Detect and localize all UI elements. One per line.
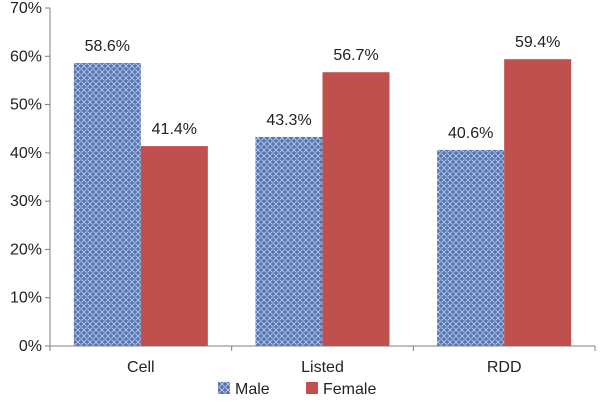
y-tick-label: 10% (10, 290, 42, 307)
y-tick-label: 60% (10, 48, 42, 65)
data-label-male-cell: 58.6% (85, 38, 130, 55)
bar-male-cell (73, 63, 141, 346)
bar-male-listed (255, 136, 323, 346)
data-label-female-rdd: 59.4% (515, 34, 560, 51)
data-labels-group: 58.6% 41.4% 43.3% 56.7% 40.6% 59.4% (85, 34, 561, 142)
legend-label-male: Male (235, 381, 270, 398)
y-tick-label: 0% (19, 338, 42, 355)
data-label-male-rdd: 40.6% (448, 125, 493, 142)
y-tick-label: 40% (10, 145, 42, 162)
y-tick-label: 30% (10, 193, 42, 210)
x-category-label: Cell (127, 359, 155, 376)
bar-female-rdd (504, 59, 572, 346)
x-category-label: RDD (487, 359, 522, 376)
data-label-female-cell: 41.4% (152, 121, 197, 138)
legend: Male Female (218, 381, 376, 398)
y-tick-label: 50% (10, 97, 42, 114)
y-tick-label: 70% (10, 0, 42, 17)
bar-female-listed (322, 72, 390, 346)
axes: 0% 10% 20% 30% 40% 50% 60% 70% Cell Listed RDD (10, 0, 596, 376)
legend-swatch-male (218, 382, 230, 394)
data-label-female-listed: 56.7% (333, 47, 378, 64)
bar-male-rdd (437, 149, 505, 346)
x-category-label: Listed (301, 359, 344, 376)
legend-swatch-female (306, 382, 318, 394)
bars-group (73, 59, 572, 346)
data-label-male-listed: 43.3% (266, 112, 311, 129)
legend-label-female: Female (323, 381, 376, 398)
y-tick-label: 20% (10, 241, 42, 258)
bar-female-cell (140, 146, 208, 346)
